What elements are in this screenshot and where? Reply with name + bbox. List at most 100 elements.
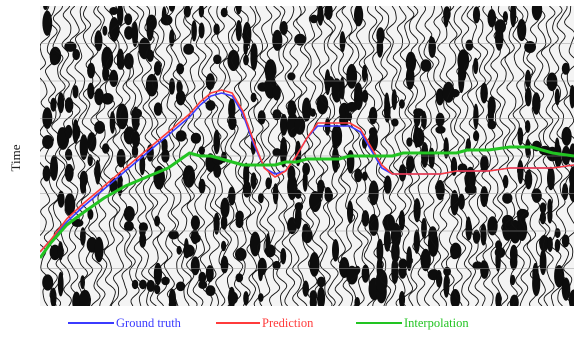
wiggle-lobe	[406, 166, 412, 176]
wiggle-lobe	[57, 241, 64, 261]
wiggle-lobe	[50, 54, 59, 66]
wiggle-lobe	[72, 85, 79, 99]
wiggle-lobe	[420, 248, 431, 272]
wiggle-lobe	[154, 215, 161, 227]
wiggle-lobe	[213, 163, 222, 178]
wiggle-lobe	[102, 25, 108, 36]
wiggle-lobe	[272, 148, 282, 157]
wiggle-lobe	[87, 82, 95, 100]
wiggle-lobe	[161, 6, 167, 25]
wiggle-lobe	[302, 170, 308, 192]
series-line-prediction	[40, 89, 574, 253]
wiggle-lobe	[131, 108, 143, 119]
wiggle-lobe	[516, 208, 529, 219]
wiggle-lobe	[116, 149, 126, 168]
wiggle-lobe	[190, 229, 200, 245]
wiggle-lobe	[272, 29, 283, 51]
wiggle-lobe	[183, 6, 191, 18]
wiggle-lobe	[169, 78, 175, 95]
wiggle-lobe	[435, 125, 446, 134]
wiggle-lobe	[368, 180, 379, 206]
wiggle-lobe	[309, 108, 316, 117]
wiggle-lobe	[457, 49, 470, 73]
wiggle-lobe	[383, 175, 392, 195]
wiggle-lobe	[72, 291, 81, 306]
wiggle-lobe	[376, 238, 384, 264]
wiggle-lobe	[258, 262, 264, 282]
wiggle-lobe	[361, 171, 368, 181]
wiggle-lobe	[123, 206, 135, 222]
wiggle-lobe	[539, 202, 547, 214]
wiggle-lobe	[390, 222, 402, 248]
wiggle-lobe	[213, 23, 220, 35]
wiggle-lobe	[473, 103, 479, 130]
wiggle-lobe	[309, 252, 320, 277]
wiggle-lobe	[436, 273, 442, 288]
wiggle-lobe	[480, 260, 489, 279]
wiggle-lobe	[294, 116, 306, 135]
wiggle-lobe	[562, 183, 569, 201]
wiggle-lobe	[354, 297, 360, 306]
wiggle-lobe	[131, 130, 140, 148]
wiggle-lobe	[205, 100, 216, 111]
wiggle-lobe	[398, 258, 408, 270]
wiggle-lobe	[316, 94, 329, 115]
wiggle-lobe	[243, 162, 250, 188]
wiggle-lobe	[220, 215, 228, 230]
wiggle-lobe	[473, 130, 479, 142]
wiggle-lobe	[235, 20, 242, 42]
wiggle-lobe	[406, 137, 413, 147]
wiggle-lobe	[87, 62, 96, 79]
wiggle-lobe	[480, 155, 489, 173]
wiggle-lobe	[443, 266, 451, 277]
wiggle-lobe	[413, 127, 425, 148]
wiggle-lobe	[450, 249, 459, 260]
wiggle-lobe	[347, 200, 354, 224]
wiggle-lobe	[101, 93, 114, 105]
seismic-wiggle-traces	[40, 6, 574, 306]
wiggle-lobe	[64, 124, 73, 139]
wiggle-lobe	[221, 240, 227, 252]
wiggle-lobe	[198, 271, 207, 284]
wiggle-lobe	[42, 165, 51, 182]
wiggle-lobe	[287, 72, 296, 81]
wiggle-lobe	[131, 21, 139, 47]
wiggle-lobe	[324, 189, 334, 203]
wiggle-lobe	[554, 137, 560, 159]
wiggle-lobe	[79, 289, 91, 306]
wiggle-lobe	[250, 45, 258, 71]
wiggle-lobe	[64, 97, 74, 113]
wiggle-lobe	[161, 138, 168, 154]
wiggle-lobe	[190, 215, 200, 231]
wiggle-lobe	[487, 216, 498, 236]
wiggle-lobe	[502, 192, 513, 204]
wiggle-lobe	[480, 186, 489, 208]
wiggle-lobe	[524, 169, 533, 190]
wiggle-lobe	[398, 210, 405, 231]
wiggle-lobe	[50, 97, 57, 112]
wiggle-lobe	[465, 216, 471, 233]
wiggle-lobe	[561, 62, 570, 75]
wiggle-lobe	[87, 132, 97, 152]
wiggle-lobe	[101, 46, 113, 68]
wiggle-lobe	[443, 6, 449, 28]
wiggle-lobe	[531, 188, 542, 203]
wiggle-lobe	[517, 160, 524, 184]
wiggle-lobe	[42, 274, 54, 291]
wiggle-lobe	[64, 41, 77, 52]
wiggle-lobe	[272, 85, 281, 101]
wiggle-lobe	[79, 134, 89, 161]
wiggle-lobe	[547, 236, 553, 252]
wiggle-lobe	[324, 6, 333, 20]
wiggle-lobe	[168, 6, 176, 12]
wiggle-lobe	[465, 138, 471, 152]
wiggle-lobe	[102, 143, 110, 154]
wiggle-lobe	[368, 213, 379, 236]
wiggle-lobe	[205, 73, 215, 91]
wiggle-lobe	[391, 89, 397, 111]
wiggle-lobe	[94, 120, 105, 134]
wiggle-lobe	[517, 18, 527, 42]
wiggle-lobe	[450, 156, 458, 176]
wiggle-lobe	[458, 67, 465, 94]
wiggle-lobe	[332, 239, 339, 262]
